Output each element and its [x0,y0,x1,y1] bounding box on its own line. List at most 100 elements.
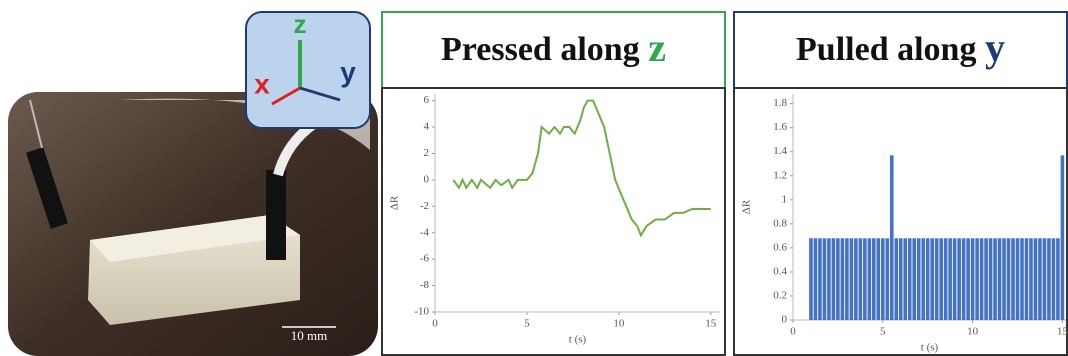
x-tick-label: 10 [967,326,979,338]
y-tick-label: 0 [424,173,430,185]
stem-bar [980,238,984,320]
stem-bar [1011,238,1015,320]
y-tick-label: -10 [414,306,429,318]
stem-bar [993,238,997,320]
stem-bar [957,238,961,320]
y-tick-label: 0.8 [773,217,787,229]
y-tick-label: -6 [420,253,430,265]
stem-bar [912,238,916,320]
stem-bar [917,238,921,320]
stem-bar [827,238,831,320]
stem-bar [939,238,943,320]
stem-bar [984,238,988,320]
stem-bar [1061,155,1065,320]
stem-bar [921,238,925,320]
stem-bar [1043,238,1047,320]
x-tick-label: 0 [432,318,438,330]
stem-bar [841,238,845,320]
chart-title: Pulled along y [796,25,1005,70]
y-tick-label: 1.8 [773,97,787,109]
stem-bar [899,238,903,320]
stem-bar [971,238,975,320]
stem-bar [1016,238,1020,320]
axis-label: y [340,56,356,87]
y-axis-label: ΔR [741,199,753,214]
stem-bar [998,238,1002,320]
stem-bar [850,238,854,320]
stem-bar [885,238,889,320]
stem-bar [1034,238,1038,320]
stem-bar [935,238,939,320]
x-axis-label: t (s) [921,342,939,354]
x-tick-label: 5 [524,318,530,330]
stem-bar [894,238,898,320]
x-tick-label: 5 [880,326,886,338]
scale-bar: 10 mm [291,328,327,343]
stem-bar [1029,238,1033,320]
y-tick-label: 0.2 [773,289,787,301]
stem-bar [926,238,930,320]
x-axis-label: t (s) [569,334,587,346]
stem-bar [953,238,957,320]
stem-bar [1007,238,1011,320]
stem-bar [854,238,858,320]
stem-bar [809,238,813,320]
y-tick-label: -2 [420,200,429,212]
stem-bar [930,238,934,320]
title-highlight: y [985,25,1005,70]
stem-bar [890,155,894,320]
stem-bar [903,238,907,320]
y-tick-label: 0.4 [773,265,787,277]
stem-bar [868,238,872,320]
stem-bar [818,238,822,320]
x-tick-label: 10 [613,318,625,330]
stem-bar [877,238,881,320]
chart-title: Pressed along z [441,25,666,70]
stem-bar [975,238,979,320]
stem-bar [863,238,867,320]
y-tick-label: 6 [424,94,430,106]
stem-bar [989,238,993,320]
stem-bar [1002,238,1006,320]
x-tick-label: 0 [790,326,796,338]
y-tick-label: -8 [420,279,430,291]
y-tick-label: 4 [424,121,430,133]
stem-bar [881,238,885,320]
x-tick-label: 15 [1057,326,1068,338]
stem-bar [1038,238,1042,320]
photo: 10 mm [8,92,378,356]
x-tick-label: 15 [705,318,717,330]
stem-bar [1047,238,1051,320]
y-tick-label: 1.2 [773,169,787,181]
stem-bar [832,238,836,320]
y-tick-label: -4 [420,226,430,238]
y-tick-label: 1.4 [773,145,787,157]
figure: 10 mm z x y Pressed along z -10 -8 -6 -4 -2 0 2… [0,0,1068,356]
title-highlight: z [648,25,666,70]
stem-bar [908,238,912,320]
y-axis-label: ΔR [389,195,401,210]
y-tick-label: 1 [782,193,788,205]
stem-bar [1025,238,1029,320]
axis-label: z [294,9,307,39]
stem-bar [944,238,948,320]
axes-icon: z x y [246,9,370,128]
title-text: Pulled along [796,31,976,68]
y-tick-label: 1.6 [773,121,787,133]
stem-bar [1052,238,1056,320]
axis-label: x [254,68,270,99]
stem-bar [836,238,840,320]
stem-bar [966,238,970,320]
y-tick-label: 2 [424,147,430,159]
stem-bar [872,238,876,320]
stem-bar [814,238,818,320]
stem-bar [845,238,849,320]
stem-bar [948,238,952,320]
stem-bar [859,238,863,320]
y-tick-label: 0.6 [773,241,787,253]
stem-bar [962,238,966,320]
y-tick-label: 0 [782,314,788,326]
stem-bar [1020,238,1024,320]
stem-bar [1056,238,1060,320]
title-text: Pressed along [441,31,640,68]
